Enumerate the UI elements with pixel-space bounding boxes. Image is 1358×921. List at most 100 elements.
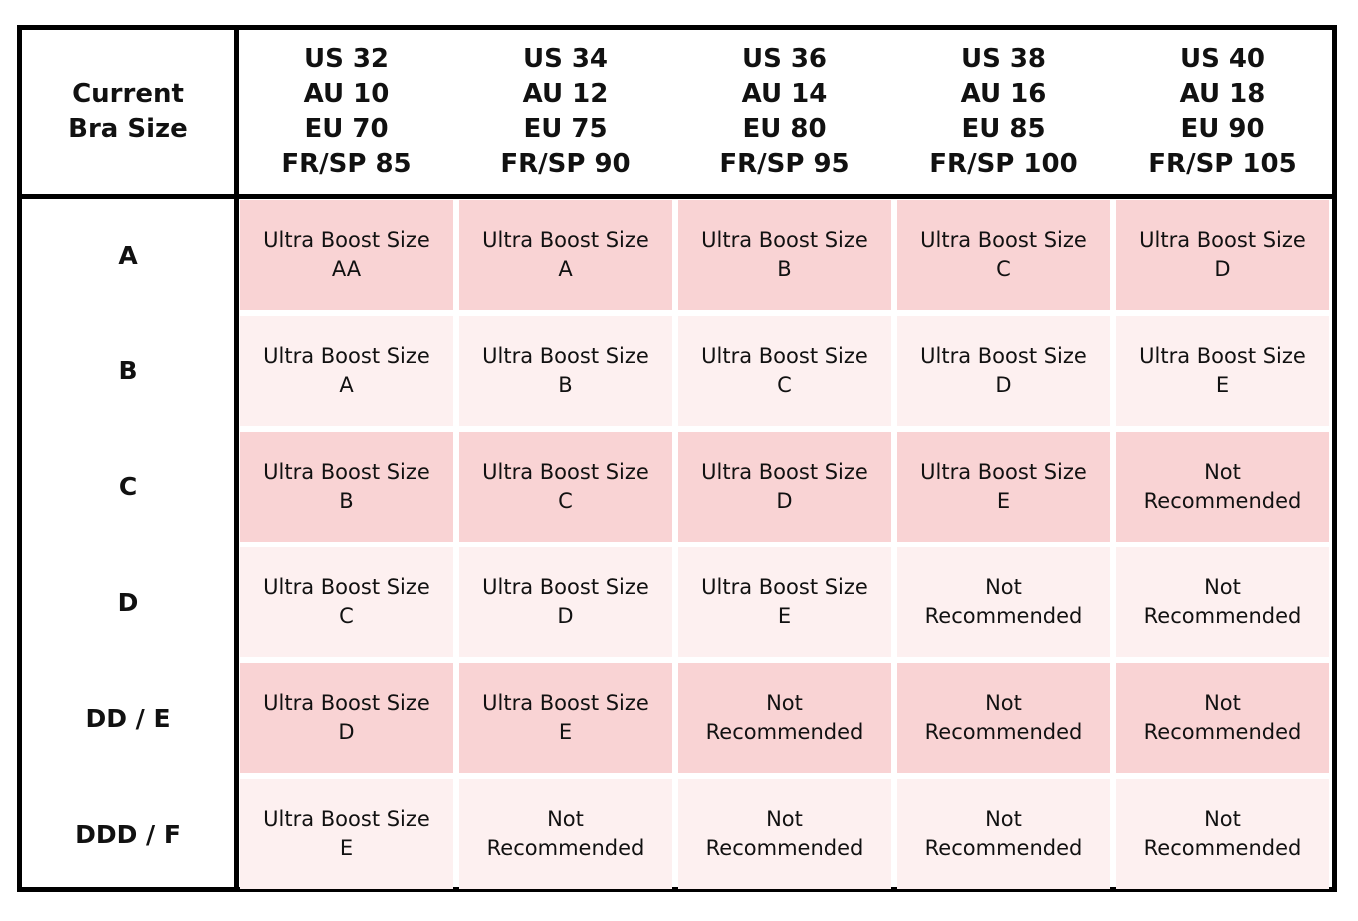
text-line: EU 90: [1180, 114, 1265, 144]
size-cell: Ultra Boost Size D: [1116, 200, 1329, 310]
divider: [17, 194, 1337, 199]
size-cell: Ultra Boost Size D: [459, 547, 672, 658]
text-line: US 34: [522, 44, 609, 74]
column-header: US 38 AU 16 EU 85 FR/SP 100: [897, 30, 1110, 194]
text-line: Recommended: [486, 836, 645, 860]
text-line: A: [339, 372, 354, 397]
text-line: D: [338, 720, 355, 745]
size-cell: Not Recommended: [678, 663, 891, 774]
size-cell: Ultra Boost Size E: [1116, 315, 1329, 426]
size-cell: Ultra Boost Size D: [240, 663, 453, 774]
text-line: Ultra Boost Size: [263, 807, 430, 831]
text-line: Recommended: [1143, 488, 1302, 513]
text-line: Ultra Boost Size: [1139, 228, 1306, 252]
size-cell: Ultra Boost Size A: [240, 315, 453, 426]
row-label: DDD / F: [22, 779, 234, 889]
text-line: Not: [547, 807, 584, 831]
text-line: Ultra Boost Size: [263, 691, 430, 716]
size-cell: Ultra Boost Size C: [897, 200, 1110, 310]
text-line: AU 16: [960, 79, 1047, 109]
column-header: US 32 AU 10 EU 70 FR/SP 85: [240, 30, 453, 194]
column-header: US 36 AU 14 EU 80 FR/SP 95: [678, 30, 891, 194]
text-line: B: [777, 257, 792, 281]
text-line: C: [339, 604, 354, 629]
text-line: Recommended: [924, 720, 1083, 745]
text-line: Ultra Boost Size: [482, 459, 649, 484]
text-line: Ultra Boost Size: [920, 459, 1087, 484]
text-line: Ultra Boost Size: [920, 228, 1087, 252]
text-line: Not: [1204, 575, 1241, 600]
size-cell: Ultra Boost Size C: [678, 315, 891, 426]
text-line: Not: [766, 691, 803, 716]
text-line: Current: [72, 79, 184, 109]
size-cell: Not Recommended: [459, 779, 672, 889]
text-line: E: [558, 720, 573, 745]
size-cell: Ultra Boost Size C: [240, 547, 453, 658]
size-cell: Ultra Boost Size E: [897, 431, 1110, 542]
text-line: C: [996, 257, 1011, 281]
text-line: D: [557, 604, 574, 629]
text-line: Ultra Boost Size: [482, 575, 649, 600]
size-cell: Not Recommended: [897, 663, 1110, 774]
text-line: Bra Size: [68, 114, 188, 144]
text-line: Ultra Boost Size: [1139, 343, 1306, 368]
text-line: Ultra Boost Size: [482, 343, 649, 368]
text-line: C: [777, 372, 792, 397]
text-line: DD / E: [85, 703, 171, 733]
text-line: Not: [1204, 691, 1241, 716]
text-line: EU 75: [523, 114, 608, 144]
size-cell: Not Recommended: [897, 779, 1110, 889]
column-header: US 40 AU 18 EU 90 FR/SP 105: [1116, 30, 1329, 194]
text-line: Recommended: [1143, 836, 1302, 860]
text-line: EU 85: [961, 114, 1046, 144]
corner-header: Current Bra Size: [22, 30, 234, 194]
text-line: B: [558, 372, 573, 397]
text-line: C: [118, 472, 138, 502]
text-line: Ultra Boost Size: [263, 343, 430, 368]
text-line: Recommended: [1143, 604, 1302, 629]
text-line: FR/SP 85: [281, 149, 412, 179]
size-cell: Ultra Boost Size D: [897, 315, 1110, 426]
row-label: C: [22, 432, 234, 542]
text-line: Not: [985, 807, 1022, 831]
text-line: US 32: [303, 44, 390, 74]
text-line: Ultra Boost Size: [263, 575, 430, 600]
text-line: Recommended: [924, 604, 1083, 629]
text-line: FR/SP 95: [719, 149, 850, 179]
text-line: US 38: [960, 44, 1047, 74]
text-line: FR/SP 90: [500, 149, 631, 179]
text-line: D: [995, 372, 1012, 397]
column-header: US 34 AU 12 EU 75 FR/SP 90: [459, 30, 672, 194]
text-line: A: [118, 240, 138, 270]
text-line: Not: [985, 575, 1022, 600]
text-line: DDD / F: [75, 819, 181, 849]
text-line: Ultra Boost Size: [701, 343, 868, 368]
text-line: Recommended: [924, 836, 1083, 860]
size-cell: Ultra Boost Size E: [459, 663, 672, 774]
text-line: E: [996, 488, 1011, 513]
row-label: D: [22, 547, 234, 657]
text-line: Not: [766, 807, 803, 831]
text-line: Ultra Boost Size: [263, 459, 430, 484]
size-cell: Ultra Boost Size B: [240, 431, 453, 542]
text-line: D: [1214, 257, 1231, 281]
divider: [234, 25, 239, 892]
text-line: Not: [1204, 459, 1241, 484]
text-line: D: [776, 488, 793, 513]
text-line: EU 70: [304, 114, 389, 144]
text-line: E: [1215, 372, 1230, 397]
size-cell: Ultra Boost Size C: [459, 431, 672, 542]
text-line: B: [339, 488, 354, 513]
text-line: Ultra Boost Size: [701, 228, 868, 252]
text-line: Not: [985, 691, 1022, 716]
text-line: Ultra Boost Size: [701, 575, 868, 600]
text-line: Ultra Boost Size: [482, 228, 649, 252]
text-line: Not: [1204, 807, 1241, 831]
row-label: DD / E: [22, 663, 234, 773]
size-cell: Ultra Boost Size E: [678, 547, 891, 658]
text-line: D: [117, 587, 139, 617]
size-cell: Not Recommended: [678, 779, 891, 889]
text-line: AA: [331, 257, 362, 281]
text-line: Recommended: [705, 720, 864, 745]
text-line: AU 10: [303, 79, 390, 109]
